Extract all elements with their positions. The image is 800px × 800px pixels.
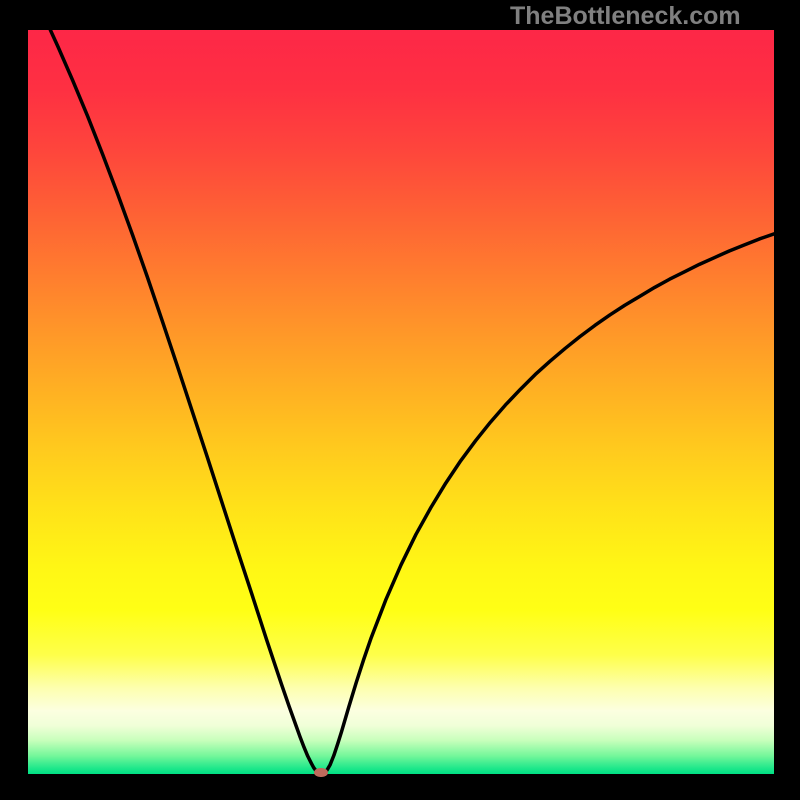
optimal-point-marker — [314, 768, 327, 778]
plot-area — [28, 30, 774, 774]
watermark-text: TheBottleneck.com — [510, 2, 741, 31]
bottleneck-curve — [28, 30, 774, 774]
